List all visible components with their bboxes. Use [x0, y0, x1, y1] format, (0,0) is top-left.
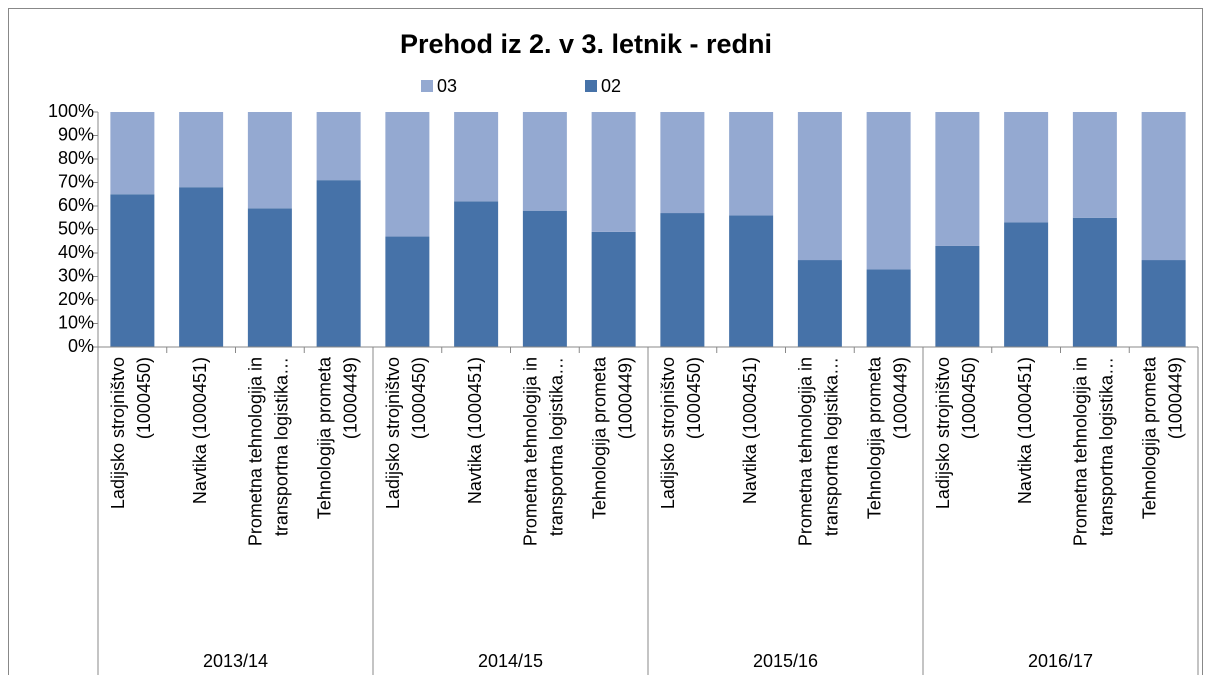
bar-segment [729, 215, 774, 347]
x-tick-label: Prometna tehnologija in [1071, 357, 1091, 546]
bar-segment [1141, 260, 1186, 347]
x-tick-label: (1000449) [615, 357, 635, 439]
bar-segment [1004, 112, 1049, 223]
x-tick-label: (1000449) [340, 357, 360, 439]
bar-segment [179, 112, 224, 188]
y-tick-label: 50% [58, 218, 94, 238]
bar-segment [385, 236, 430, 347]
bar-segment [316, 112, 361, 181]
x-tick-label: Ladijsko strojništvo [933, 357, 953, 509]
x-tick-label: Tehnologija prometa [864, 356, 884, 519]
x-tick-label: Navtika (1000451) [190, 357, 210, 504]
bar-segment [591, 112, 636, 232]
group-label: 2015/16 [753, 651, 818, 671]
bar-segment [1004, 222, 1049, 347]
bar-segment [247, 112, 292, 209]
x-tick-label: (1000449) [1165, 357, 1185, 439]
x-tick-label: (1000450) [959, 357, 979, 439]
y-tick-label: 90% [58, 124, 94, 144]
chart-border [8, 8, 1203, 675]
x-tick-label: transportna logistika… [547, 357, 567, 536]
bar-segment [385, 112, 430, 237]
bar-segment [866, 269, 911, 347]
y-tick-label: 80% [58, 148, 94, 168]
bar-segment [1072, 217, 1117, 347]
group-label: 2014/15 [478, 651, 543, 671]
bar-segment [729, 112, 774, 216]
bar-segment [110, 112, 155, 195]
bar-segment [935, 245, 980, 347]
y-tick-label: 60% [58, 195, 94, 215]
y-tick-label: 40% [58, 242, 94, 262]
bar-segment [522, 112, 567, 211]
bar-segment [660, 213, 705, 347]
bar-segment [797, 260, 842, 347]
x-tick-label: transportna logistika… [822, 357, 842, 536]
bar-segment [454, 112, 499, 202]
chart-title: Prehod iz 2. v 3. letnik - redni [400, 29, 772, 59]
y-tick-label: 30% [58, 265, 94, 285]
x-tick-label: Ladijsko strojništvo [383, 357, 403, 509]
bar-segment [247, 208, 292, 347]
x-tick-label: Prometna tehnologija in [246, 357, 266, 546]
x-tick-label: Ladijsko strojništvo [658, 357, 678, 509]
bar-segment [522, 210, 567, 347]
x-tick-label: (1000450) [684, 357, 704, 439]
group-label: 2016/17 [1028, 651, 1093, 671]
x-tick-label: Navtika (1000451) [740, 357, 760, 504]
bar-segment [866, 112, 911, 270]
x-tick-label: Ladijsko strojništvo [108, 357, 128, 509]
bar-segment [1141, 112, 1186, 261]
bar-segment [660, 112, 705, 214]
x-tick-label: Tehnologija prometa [314, 356, 334, 519]
x-tick-label: Prometna tehnologija in [796, 357, 816, 546]
group-label: 2013/14 [203, 651, 268, 671]
x-tick-label: (1000449) [890, 357, 910, 439]
bar-segment [179, 187, 224, 347]
x-tick-label: Prometna tehnologija in [521, 357, 541, 546]
x-tick-label: Navtika (1000451) [1015, 357, 1035, 504]
x-tick-label: Tehnologija prometa [1139, 356, 1159, 519]
x-tick-label: Tehnologija prometa [589, 356, 609, 519]
x-tick-label: Navtika (1000451) [465, 357, 485, 504]
x-tick-label: transportna logistika… [272, 357, 292, 536]
y-tick-label: 10% [58, 312, 94, 332]
legend-swatch [585, 80, 597, 92]
y-tick-label: 20% [58, 289, 94, 309]
y-tick-label: 100% [48, 101, 94, 121]
x-tick-label: (1000450) [134, 357, 154, 439]
bar-segment [316, 180, 361, 347]
bar-segment [935, 112, 980, 246]
bar-segment [1072, 112, 1117, 218]
legend-label: 02 [601, 76, 621, 96]
bar-segment [591, 231, 636, 347]
bar-segment [797, 112, 842, 261]
y-tick-label: 70% [58, 171, 94, 191]
x-tick-label: transportna logistika… [1097, 357, 1117, 536]
y-tick-label: 0% [68, 336, 94, 356]
legend-swatch [421, 80, 433, 92]
bar-segment [110, 194, 155, 347]
bar-segment [454, 201, 499, 347]
x-tick-label: (1000450) [409, 357, 429, 439]
legend-label: 03 [437, 76, 457, 96]
